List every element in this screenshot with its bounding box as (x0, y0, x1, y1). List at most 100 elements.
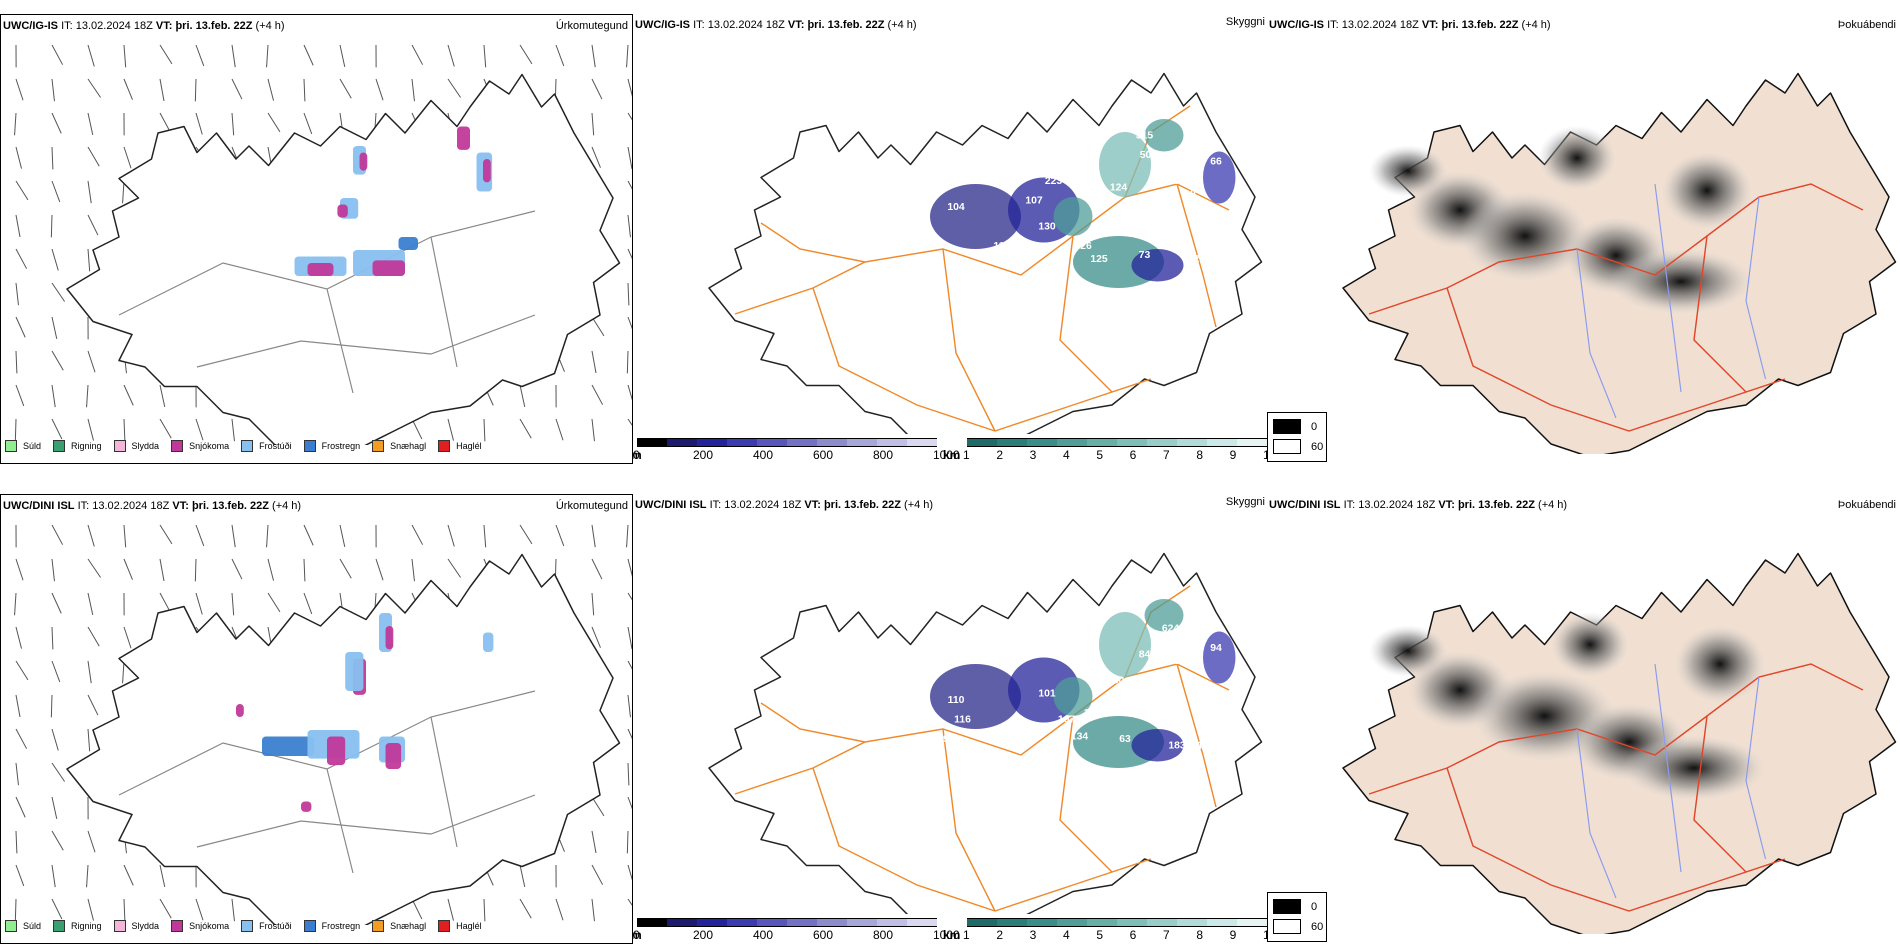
colorbar-tick: 1000 (933, 928, 960, 942)
wind-barb (627, 146, 632, 170)
wind-barb (15, 830, 18, 854)
wind-barb (51, 418, 63, 440)
fog-legend-item: 60 (1273, 919, 1323, 934)
wind-barb (267, 592, 281, 613)
wind-barb (303, 524, 314, 546)
wind-barb (626, 350, 629, 374)
road-network (734, 105, 1230, 432)
colorbar-segment (877, 438, 907, 447)
panel-header: UWC/IG-IS IT: 13.02.2024 18Z VT: þri. 13… (3, 20, 285, 32)
legend-item: Súld (5, 440, 41, 452)
wind-barb (159, 558, 165, 582)
colorbar-tick: 10 (1263, 448, 1267, 462)
legend-swatch (303, 440, 316, 452)
height-label: 137 (1175, 656, 1193, 667)
height-label: 315 (1136, 131, 1154, 142)
colorbar-segment (697, 918, 727, 927)
colorbar-tick: 8 (1196, 448, 1204, 462)
wind-barb (123, 592, 125, 616)
colorbar-segment (757, 918, 787, 927)
height-label: 128 (1019, 734, 1037, 745)
height-label: 124 (1110, 183, 1128, 194)
wind-barb (447, 558, 462, 578)
wind-barb (15, 864, 25, 887)
wind-barb (87, 660, 92, 684)
colorbar-segment (727, 438, 757, 447)
fog-legend-swatch (1273, 419, 1301, 434)
legend-label: Snjókoma (189, 921, 230, 931)
colorbar-segment (1087, 438, 1117, 447)
fog-area (1674, 625, 1766, 703)
legend-label: Frostregn (321, 921, 361, 931)
colorbar-segment (847, 918, 877, 927)
wind-barb (591, 112, 595, 136)
colorbar-unit: km (943, 448, 961, 462)
wind-barb (51, 146, 54, 170)
legend-swatch (53, 440, 66, 452)
wind-barb (231, 112, 235, 136)
height-label: 94 (1210, 643, 1222, 654)
precip-map (14, 44, 632, 445)
cloud-visibility-map: 104 107 130 223 10 111 124 121 111 315 508 436 26 66 1… (708, 72, 1263, 434)
wind-barb (627, 112, 632, 133)
wind-barb (627, 762, 630, 786)
wind-barb (15, 728, 28, 749)
fog-legend: 0 60 (1267, 892, 1327, 942)
fog-area (1538, 125, 1616, 191)
colorbar-segment (907, 918, 937, 927)
wind-barb (627, 626, 632, 650)
wind-barb (339, 558, 352, 579)
legend-item: Haglél (438, 920, 482, 932)
colorbar-unit: km (943, 928, 961, 942)
height-label: 104 (947, 202, 965, 213)
fog-legend-swatch (1273, 899, 1301, 914)
colorbar-tick: 400 (753, 928, 774, 942)
wind-barb (87, 316, 89, 340)
road-network (1368, 663, 1864, 912)
wind-barb (591, 524, 596, 548)
panel-title: Úrkomutegund (555, 20, 628, 32)
wind-barb (159, 44, 173, 65)
wind-barb (266, 44, 269, 68)
height-label: 223 (1045, 176, 1063, 187)
legend-swatch (303, 920, 316, 932)
precip-area (359, 152, 368, 171)
wind-barb (15, 350, 18, 374)
height-label: 127 (1188, 254, 1206, 265)
legend-swatch (372, 440, 385, 452)
fog-area (1661, 151, 1753, 230)
wind-barb (15, 282, 19, 306)
legend-label: Slydda (131, 921, 160, 931)
wind-barb (447, 898, 455, 921)
wind-barb (591, 44, 596, 68)
fog-legend-item: 60 (1273, 439, 1323, 454)
visibility-area (1099, 132, 1151, 197)
colorbar-segment (1147, 918, 1177, 927)
precip-area (482, 632, 494, 652)
legend-item: Slydda (113, 440, 159, 452)
wind-barb (159, 898, 172, 919)
height-label: 12 (1197, 741, 1209, 752)
wind-barb (627, 384, 632, 407)
wind-barb (627, 418, 632, 438)
wind-barb (627, 248, 632, 270)
legend-swatch (5, 920, 17, 932)
wind-barb (123, 78, 133, 100)
colorbar-segment (757, 438, 787, 447)
wind-barb (87, 78, 102, 98)
precip-panel-top: UWC/IG-IS IT: 13.02.2024 18Z VT: þri. 13… (0, 14, 633, 464)
colorbar-tick: 9 (1229, 928, 1237, 942)
wind-barb (195, 592, 203, 615)
wind-barb (231, 418, 235, 442)
height-label: 134 (1071, 731, 1089, 742)
wind-barb (267, 78, 275, 101)
wind-barb (15, 626, 23, 649)
wind-barb (627, 282, 630, 306)
colorbar-segment (1117, 918, 1147, 927)
colorbar-tick: 2 (996, 448, 1004, 462)
colorbar-segment (787, 438, 817, 447)
panel-title: Þokuábendi (1837, 499, 1896, 511)
wind-barb (519, 44, 533, 65)
wind-barb (86, 864, 89, 888)
height-label: 111 (1104, 215, 1120, 226)
